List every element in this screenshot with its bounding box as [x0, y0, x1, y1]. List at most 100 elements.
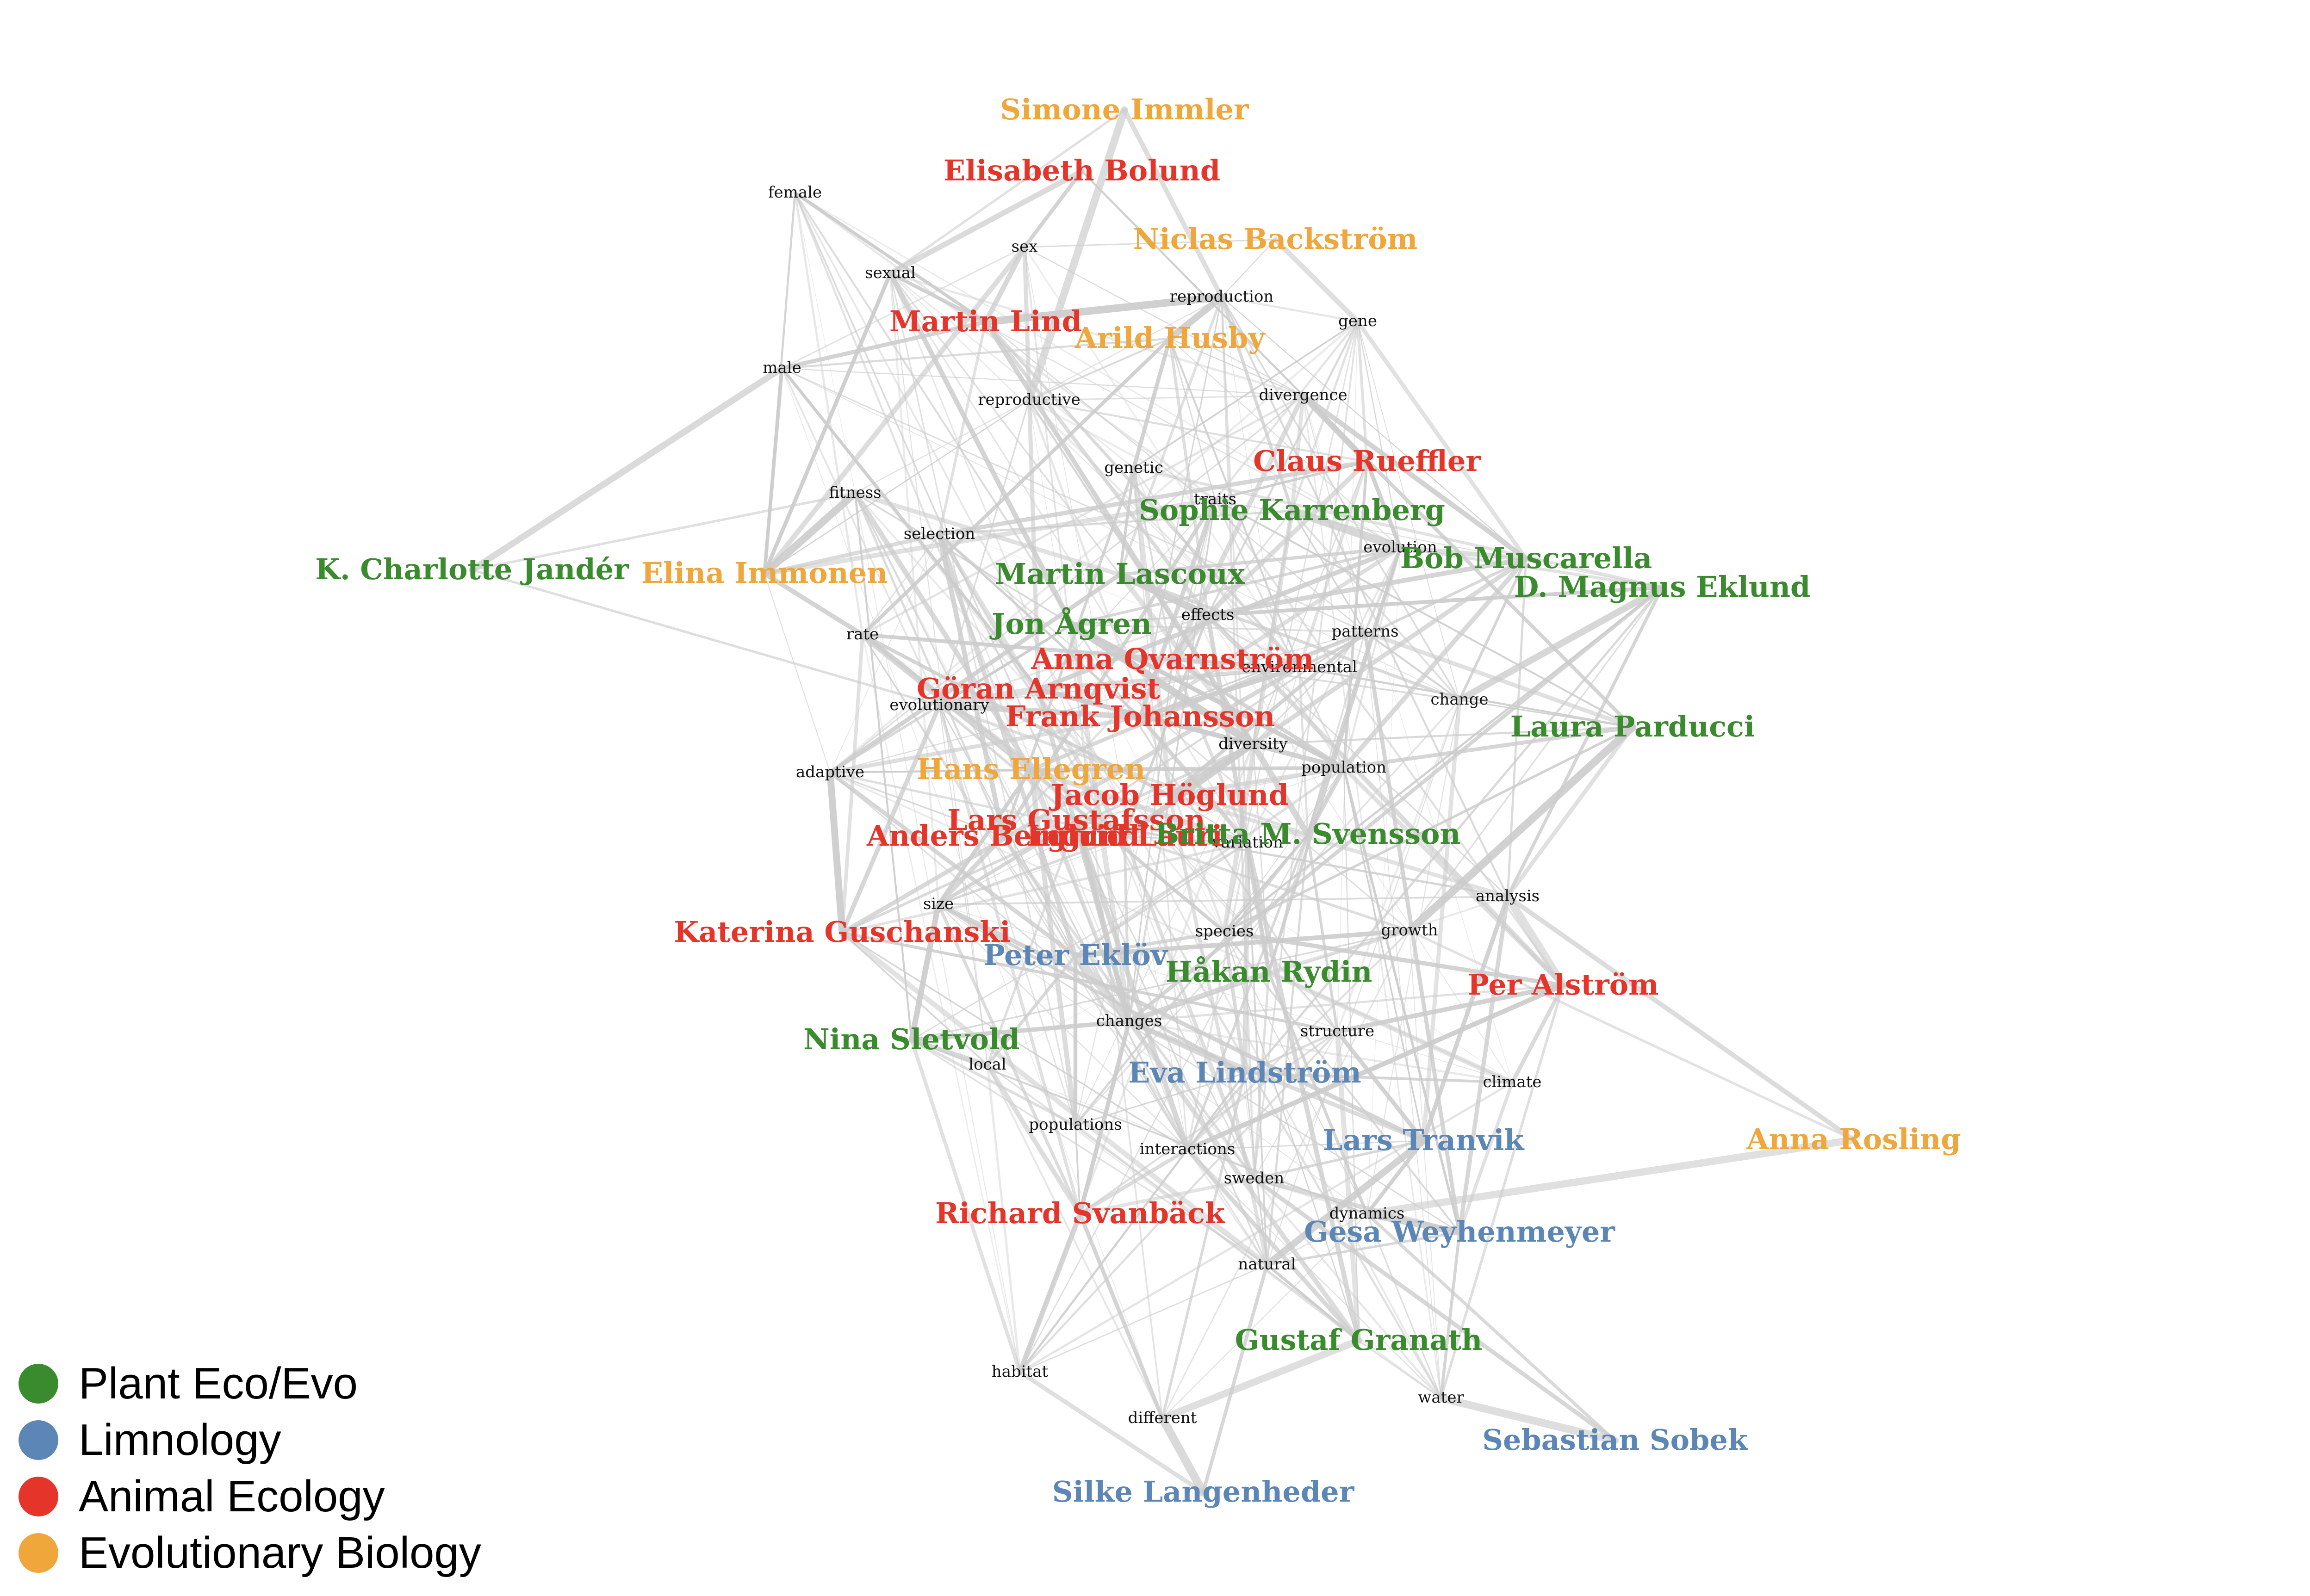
network-edge — [1127, 1019, 1426, 1143]
network-edge — [938, 533, 1410, 932]
network-edge — [1221, 239, 1276, 297]
network-edge — [1363, 1136, 1857, 1218]
network-edge — [1458, 557, 1528, 701]
legend: Plant Eco/Evo Limnology Animal Ecology E… — [19, 1355, 481, 1581]
network-edge — [1018, 1370, 1205, 1495]
term-dynamics: dynamics — [1329, 1204, 1405, 1223]
network-edge — [1408, 929, 1855, 1141]
person-k-charlotte-jander: K. Charlotte Jandér — [315, 552, 629, 586]
term-changes: changes — [1096, 1012, 1162, 1030]
network-edge — [1364, 546, 1402, 633]
network-edge — [1186, 929, 1411, 1151]
person-nina-sletvold: Nina Sletvold — [803, 1022, 1020, 1056]
network-edge — [1363, 630, 1462, 1235]
network-edge — [1133, 467, 1345, 769]
person-arild-husby: Arild Husby — [1074, 321, 1266, 355]
network-edge — [781, 337, 1171, 370]
network-edge — [1028, 399, 1254, 745]
network-edge — [1161, 1072, 1246, 1420]
network-edge — [938, 896, 1509, 905]
network-edge — [939, 705, 988, 1065]
network-edge — [829, 395, 1304, 773]
network-edge — [781, 367, 940, 706]
network-edge — [1459, 699, 1633, 728]
network-edge — [938, 399, 1030, 706]
term-patterns: patterns — [1331, 622, 1398, 641]
network-edge — [1510, 983, 1565, 1085]
network-edge — [1365, 1212, 1617, 1442]
network-edge — [987, 931, 1225, 1065]
network-edge — [889, 272, 1300, 668]
network-edge — [1074, 1124, 1081, 1215]
network-edge — [1221, 296, 1527, 560]
network-edge — [1133, 321, 1359, 469]
person-elisabeth-bolund: Elisabeth Bolund — [944, 154, 1220, 187]
person-katerina-guschanski: Katerina Guschanski — [674, 915, 1011, 949]
network-edge — [1018, 1030, 1339, 1373]
network-edge — [889, 272, 1248, 844]
term-habitat: habitat — [992, 1362, 1049, 1381]
network-edge — [1221, 297, 1338, 1032]
network-edge — [938, 533, 1188, 1151]
network-edge — [1266, 699, 1460, 1266]
network-edge — [862, 634, 1225, 933]
network-edge — [1247, 842, 1268, 1266]
person-sebastian-sobek: Sebastian Sobek — [1482, 1423, 1749, 1457]
network-edge — [890, 273, 1367, 1214]
term-female: female — [768, 183, 822, 202]
network-edge — [1266, 1213, 1368, 1266]
network-edge — [986, 1064, 1021, 1373]
network-edge — [1128, 1021, 1255, 1180]
network-edge — [1253, 1177, 1442, 1399]
network-edge — [1357, 321, 1460, 700]
term-effects: effects — [1181, 606, 1235, 624]
network-edge — [829, 772, 1004, 837]
network-edge — [853, 491, 1122, 577]
network-edge — [1122, 107, 1224, 300]
term-interactions: interactions — [1140, 1140, 1235, 1158]
network-edge — [1159, 1337, 1362, 1422]
network-edge — [1167, 793, 1510, 899]
network-edge — [841, 932, 1188, 1151]
person-layer: Simone Immler Elisabeth Bolund Niclas Ba… — [315, 93, 1961, 1509]
network-edge — [1505, 894, 1857, 1143]
network-edge — [1131, 336, 1172, 470]
network-edge — [985, 1062, 1083, 1217]
network-edge — [854, 492, 1130, 1022]
legend-swatch-evolutionary-biology — [19, 1533, 58, 1573]
network-edge — [889, 272, 1304, 397]
network-edge — [1364, 631, 1461, 701]
term-sexual: sexual — [865, 264, 916, 282]
legend-label: Limnology — [79, 1415, 281, 1465]
network-edge — [1036, 665, 1302, 692]
term-species: species — [1195, 922, 1254, 940]
term-sweden: sweden — [1224, 1169, 1284, 1188]
network-edge — [795, 192, 856, 494]
person-richard-svanback: Richard Svanbäck — [935, 1196, 1226, 1230]
person-claus-rueffler: Claus Rueffler — [1253, 444, 1481, 478]
network-edge — [1458, 1081, 1514, 1234]
network-edge — [781, 367, 1225, 933]
network-edge — [889, 272, 1135, 469]
network-edge — [1017, 1211, 1083, 1375]
network-edge — [1166, 293, 1225, 342]
network-edge — [938, 767, 1344, 905]
network-edge — [987, 1064, 1442, 1399]
network-edge — [794, 192, 864, 636]
network-edge — [1024, 246, 1163, 1419]
network-edge — [1028, 399, 1217, 501]
legend-swatch-animal-ecology — [19, 1477, 58, 1516]
network-edge — [1074, 1124, 1360, 1342]
person-hans-ellegren: Hans Ellegren — [917, 752, 1146, 786]
network-edge — [781, 367, 1366, 633]
person-eva-lindstrom: Eva Lindström — [1128, 1056, 1361, 1089]
network-edge — [1366, 547, 1401, 1214]
network-edge — [1398, 546, 1664, 589]
network-edge — [780, 366, 1040, 691]
network-edge — [1036, 545, 1403, 692]
network-edge — [1298, 666, 1309, 836]
person-lars-tranvik: Lars Tranvik — [1323, 1123, 1525, 1157]
network-edge — [1128, 896, 1509, 1022]
network-edge — [1018, 1081, 1514, 1373]
